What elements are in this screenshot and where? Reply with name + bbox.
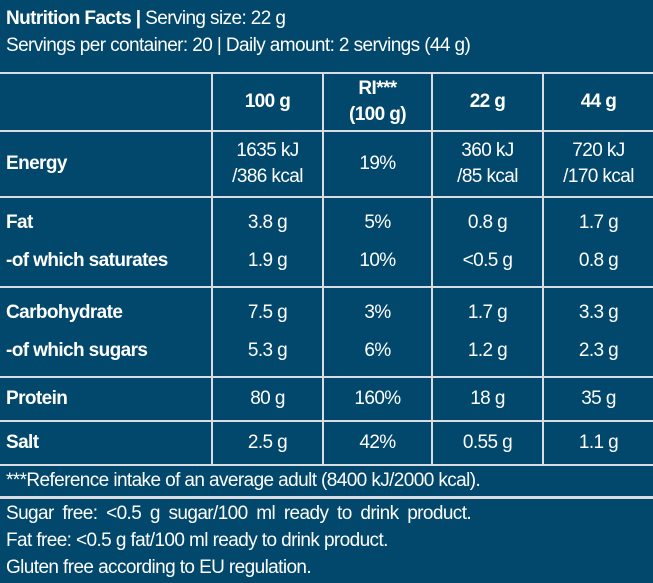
- row-label: Salt: [0, 420, 213, 466]
- table-row: Salt 2.5 g 42% 0.55 g 1.1 g: [0, 420, 653, 466]
- row-label: -of which sugars: [0, 332, 213, 378]
- col-100g: 100 g: [211, 72, 324, 132]
- table-header-row: 100 g RI*** (100 g) 22 g 44 g: [0, 72, 653, 132]
- note-gluten-free: Gluten free according to EU regulation.: [6, 557, 312, 578]
- cell: 10%: [322, 242, 433, 288]
- table-row: Protein 80 g 160% 18 g 35 g: [0, 376, 653, 422]
- notes: Sugar free: <0.5 g sugar/100 ml ready to…: [6, 500, 472, 581]
- cell: 80 g: [211, 376, 324, 422]
- cell: 1.1 g: [542, 420, 653, 466]
- header-line-2: Servings per container: 20 | Daily amoun…: [6, 35, 471, 56]
- note-sugar-free: Sugar free: <0.5 g sugar/100 ml ready to…: [6, 503, 472, 524]
- cell: 5.3 g: [211, 332, 324, 378]
- header-line-1: Nutrition Facts | Serving size: 22 g: [6, 8, 286, 29]
- row-label: -of which saturates: [0, 242, 213, 288]
- table-row: Fat 3.8 g 5% 0.8 g 1.7 g: [0, 196, 653, 242]
- cell: 1.7 g: [542, 196, 653, 242]
- col-ri: RI*** (100 g): [322, 72, 433, 132]
- cell: 160%: [322, 376, 433, 422]
- cell: 7.5 g: [211, 286, 324, 332]
- cell: 19%: [322, 130, 433, 198]
- cell: 42%: [322, 420, 433, 466]
- cell: 1635 kJ/386 kcal: [211, 130, 324, 198]
- table-row: Carbohydrate 7.5 g 3% 1.7 g 3.3 g: [0, 286, 653, 332]
- cell: 2.3 g: [542, 332, 653, 378]
- cell: 2.5 g: [211, 420, 324, 466]
- table-row: -of which saturates 1.9 g 10% <0.5 g 0.8…: [0, 242, 653, 288]
- cell: 360 kJ/85 kcal: [431, 130, 544, 198]
- footnote-row: ***Reference intake of an average adult …: [0, 464, 653, 499]
- cell: 1.7 g: [431, 286, 544, 332]
- footnote: ***Reference intake of an average adult …: [0, 464, 653, 499]
- cell: 3.8 g: [211, 196, 324, 242]
- cell: 1.2 g: [431, 332, 544, 378]
- row-label: Fat: [0, 196, 213, 242]
- nutrition-table: 100 g RI*** (100 g) 22 g 44 g Energy 1635…: [0, 72, 653, 499]
- row-label: Energy: [0, 130, 213, 198]
- cell: 720 kJ/170 kcal: [542, 130, 653, 198]
- header-empty: [0, 72, 213, 132]
- row-label: Carbohydrate: [0, 286, 213, 332]
- cell: 1.9 g: [211, 242, 324, 288]
- note-fat-free: Fat free: <0.5 g fat/100 ml ready to dri…: [6, 530, 388, 551]
- cell: 3.3 g: [542, 286, 653, 332]
- cell: <0.5 g: [431, 242, 544, 288]
- cell: 0.8 g: [542, 242, 653, 288]
- nutrition-title: Nutrition Facts: [6, 8, 132, 29]
- cell: 3%: [322, 286, 433, 332]
- cell: 6%: [322, 332, 433, 378]
- serving-size: Serving size: 22 g: [145, 8, 286, 29]
- col-22g: 22 g: [431, 72, 544, 132]
- cell: 35 g: [542, 376, 653, 422]
- row-label: Protein: [0, 376, 213, 422]
- table-row: -of which sugars 5.3 g 6% 1.2 g 2.3 g: [0, 332, 653, 378]
- cell: 0.8 g: [431, 196, 544, 242]
- cell: 18 g: [431, 376, 544, 422]
- cell: 0.55 g: [431, 420, 544, 466]
- col-44g: 44 g: [542, 72, 653, 132]
- cell: 5%: [322, 196, 433, 242]
- table-row: Energy 1635 kJ/386 kcal 19% 360 kJ/85 kc…: [0, 130, 653, 198]
